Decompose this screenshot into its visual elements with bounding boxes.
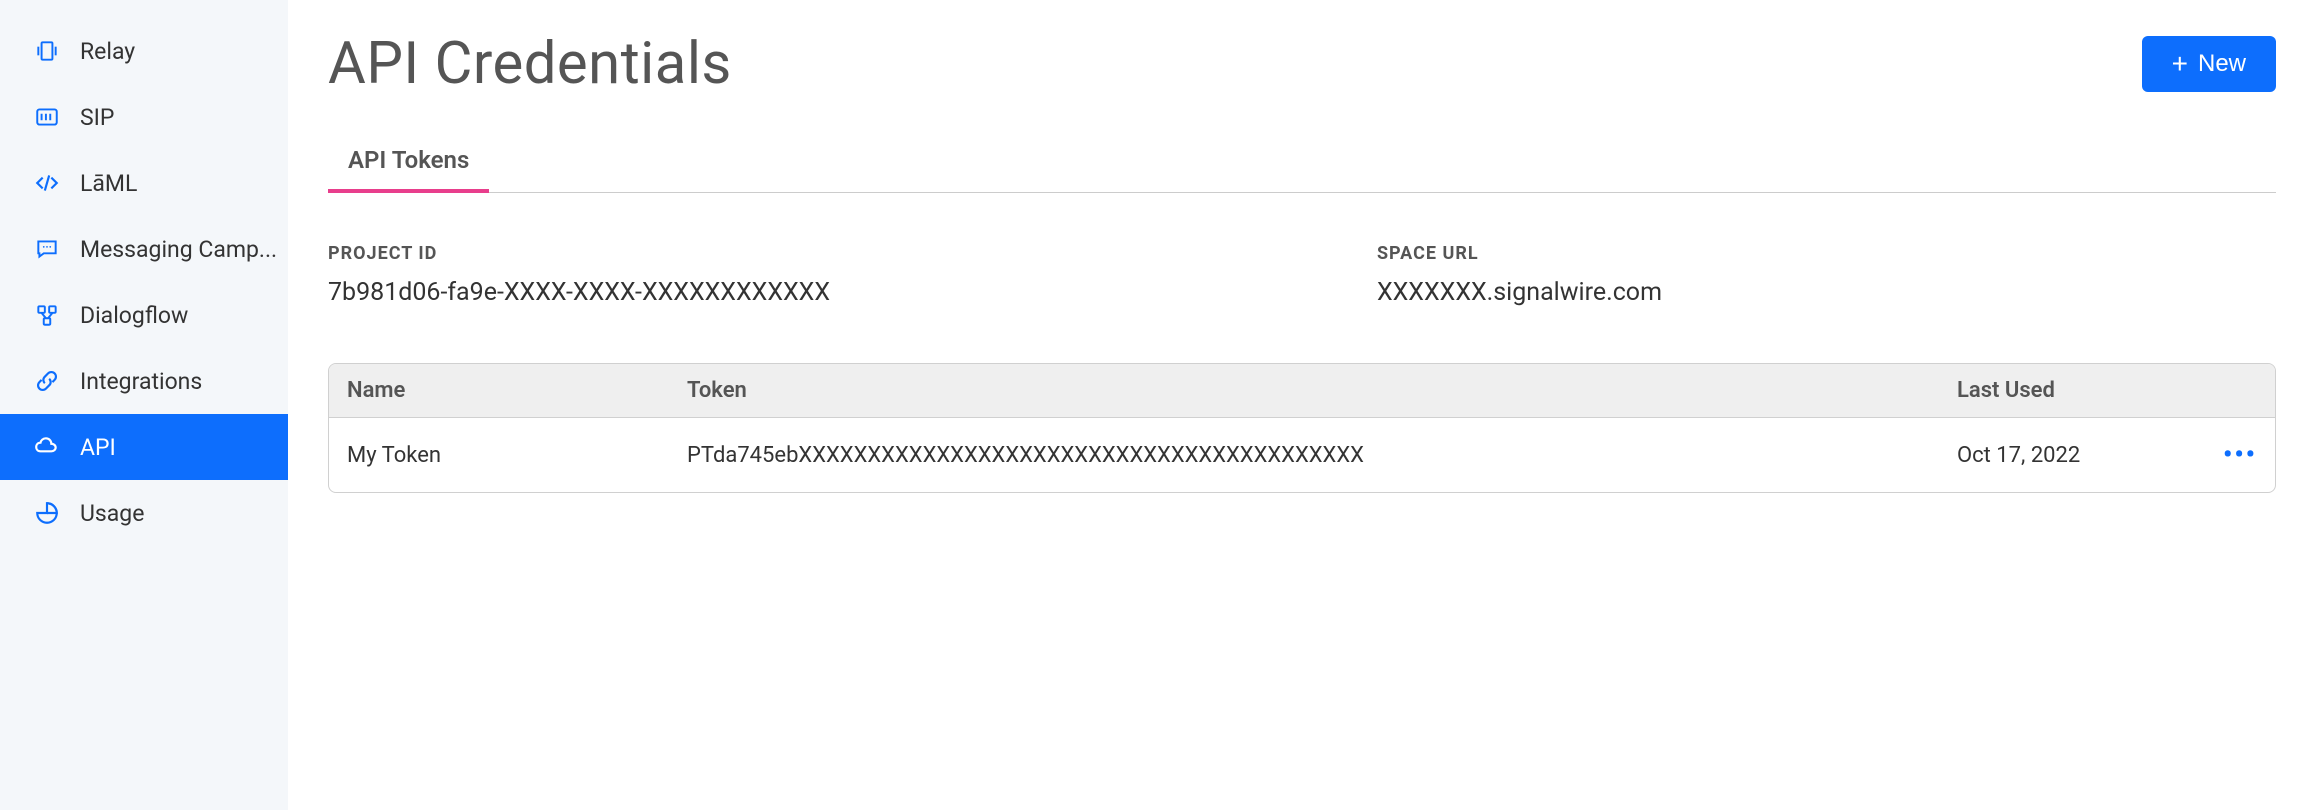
th-actions	[2197, 378, 2257, 403]
tabs: API Tokens	[328, 146, 2276, 193]
sidebar-item-usage[interactable]: Usage	[0, 480, 288, 546]
sip-icon	[32, 102, 62, 132]
th-last-used: Last Used	[1957, 378, 2197, 403]
table-header: Name Token Last Used	[329, 364, 2275, 418]
td-name: My Token	[347, 443, 687, 468]
plus-icon: +	[2172, 50, 2188, 78]
sidebar-item-label: Messaging Camp...	[80, 236, 277, 263]
sidebar-item-label: Integrations	[80, 368, 202, 395]
td-last-used: Oct 17, 2022	[1957, 443, 2197, 468]
dialogflow-icon	[32, 300, 62, 330]
th-name: Name	[347, 378, 687, 403]
space-url-block: SPACE URL XXXXXXX.signalwire.com	[1377, 243, 2276, 307]
sidebar: Relay SIP LāML Messaging Camp... Dialogf…	[0, 0, 288, 810]
sidebar-item-laml[interactable]: LāML	[0, 150, 288, 216]
api-icon	[32, 432, 62, 462]
sidebar-item-label: API	[80, 434, 116, 461]
usage-icon	[32, 498, 62, 528]
td-actions: •••	[2197, 440, 2257, 470]
sidebar-item-label: Relay	[80, 38, 135, 65]
tab-label: API Tokens	[348, 146, 469, 174]
integrations-icon	[32, 366, 62, 396]
sidebar-item-sip[interactable]: SIP	[0, 84, 288, 150]
tokens-table: Name Token Last Used My Token PTda745ebX…	[328, 363, 2276, 493]
project-id-label: PROJECT ID	[328, 243, 1317, 264]
project-id-block: PROJECT ID 7b981d06-fa9e-XXXX-XXXX-XXXXX…	[328, 243, 1317, 307]
th-token: Token	[687, 378, 1957, 403]
main-content: API Credentials + New API Tokens PROJECT…	[288, 0, 2316, 810]
table-row: My Token PTda745ebXXXXXXXXXXXXXXXXXXXXXX…	[329, 418, 2275, 492]
new-button-label: New	[2198, 50, 2246, 78]
sidebar-item-label: Usage	[80, 500, 144, 527]
more-icon[interactable]: •••	[2223, 440, 2257, 470]
sidebar-item-label: SIP	[80, 104, 114, 131]
relay-icon	[32, 36, 62, 66]
sidebar-item-label: Dialogflow	[80, 302, 188, 329]
sidebar-item-relay[interactable]: Relay	[0, 18, 288, 84]
sidebar-item-integrations[interactable]: Integrations	[0, 348, 288, 414]
tab-api-tokens[interactable]: API Tokens	[328, 146, 489, 192]
td-token: PTda745ebXXXXXXXXXXXXXXXXXXXXXXXXXXXXXXX…	[687, 443, 1957, 468]
sidebar-item-label: LāML	[80, 170, 137, 197]
space-url-label: SPACE URL	[1377, 243, 2276, 264]
messaging-icon	[32, 234, 62, 264]
new-button[interactable]: + New	[2142, 36, 2276, 92]
space-url-value: XXXXXXX.signalwire.com	[1377, 278, 2276, 307]
project-info: PROJECT ID 7b981d06-fa9e-XXXX-XXXX-XXXXX…	[328, 243, 2276, 307]
sidebar-item-messaging[interactable]: Messaging Camp...	[0, 216, 288, 282]
project-id-value: 7b981d06-fa9e-XXXX-XXXX-XXXXXXXXXXXX	[328, 278, 1317, 307]
laml-icon	[32, 168, 62, 198]
sidebar-item-dialogflow[interactable]: Dialogflow	[0, 282, 288, 348]
header: API Credentials + New	[328, 30, 2276, 98]
page-title: API Credentials	[328, 30, 732, 98]
sidebar-item-api[interactable]: API	[0, 414, 288, 480]
